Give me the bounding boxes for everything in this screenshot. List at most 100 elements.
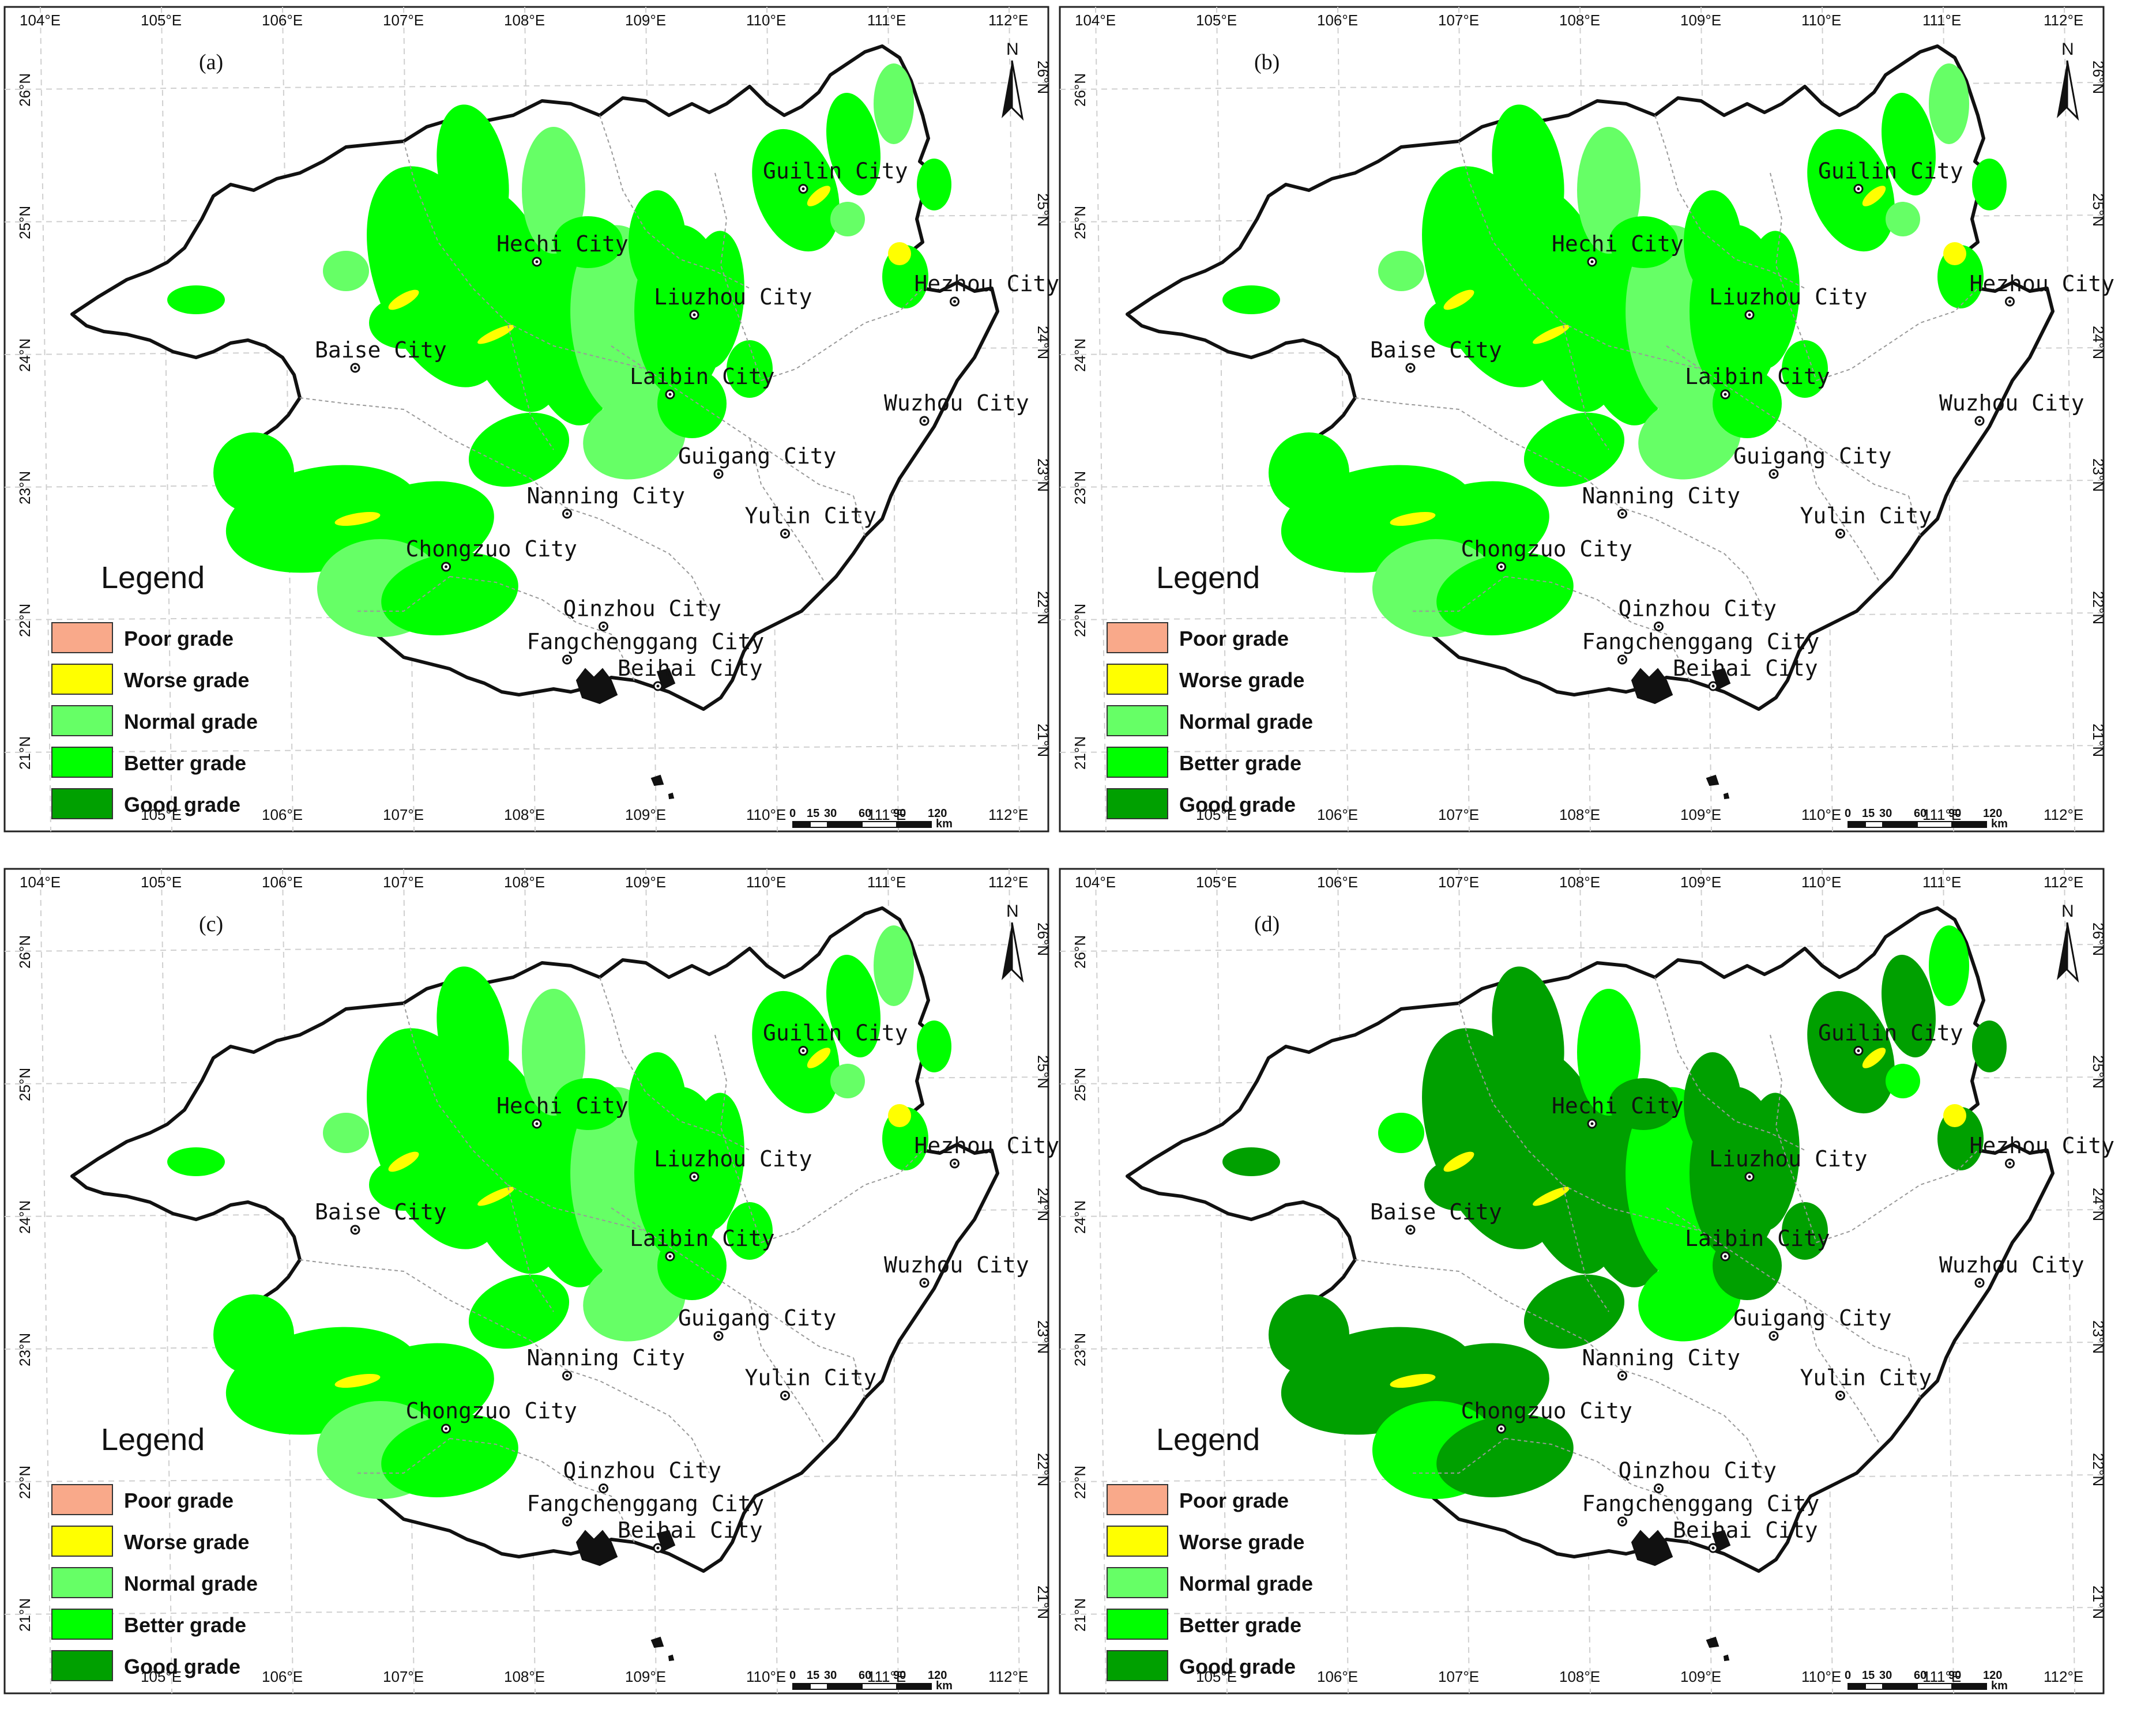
lon-tick-label: 105°E	[1196, 873, 1237, 891]
lat-tick-label: 21°N	[1034, 724, 1052, 757]
lon-tick-label: 106°E	[1317, 806, 1358, 823]
city-border	[761, 1150, 923, 1243]
city-border	[1770, 1034, 1817, 1243]
city-label: Wuzhou City	[1939, 390, 2084, 416]
lat-tick-label: 22°N	[2090, 1453, 2107, 1486]
scale-tick-label: 15	[1862, 807, 1875, 820]
lat-tick-label: 25°N	[1034, 193, 1052, 227]
city-marker-dot	[566, 1520, 569, 1523]
vegetation-patch	[1222, 1147, 1280, 1176]
scale-segment	[1882, 821, 1918, 828]
vegetation-patch-worse	[334, 511, 381, 526]
vegetation-patch	[1741, 231, 1800, 369]
scale-tick-label: 30	[824, 1669, 837, 1682]
lat-tick-label: 21°N	[1071, 1598, 1089, 1632]
vegetation-patch	[1424, 1159, 1493, 1211]
legend-swatch	[51, 622, 113, 653]
city-marker-dot	[1724, 1255, 1727, 1258]
vegetation-patch-worse	[1390, 511, 1436, 526]
scale-segment	[1865, 1683, 1883, 1690]
legend-swatch	[51, 788, 113, 819]
city-border	[1666, 345, 1909, 496]
city-label: Beihai City	[1673, 1517, 1818, 1543]
city-label: Laibin City	[1685, 1226, 1830, 1251]
city-border	[299, 1259, 531, 1341]
city-label: Guigang City	[678, 443, 837, 469]
city-label: Wuzhou City	[884, 1252, 1029, 1278]
vegetation-patch	[213, 1294, 294, 1375]
parallel-line	[1059, 1607, 2104, 1615]
meridian-line	[161, 868, 172, 1694]
city-border	[1562, 322, 1702, 370]
scale-tick-label: 60	[859, 807, 871, 820]
lon-tick-label: 111°E	[867, 1668, 906, 1685]
vegetation-patch-worse	[477, 325, 514, 344]
lon-tick-label: 104°E	[1075, 12, 1116, 29]
city-marker-dot	[535, 260, 539, 263]
scale-tick-label: 60	[1914, 807, 1926, 820]
lon-tick-label: 110°E	[746, 873, 786, 891]
north-arrow-icon: N	[2057, 40, 2079, 121]
scale-segment	[861, 1683, 897, 1690]
city-label: Qinzhou City	[563, 596, 722, 622]
legend-label: Better grade	[124, 751, 246, 775]
vegetation-patch-worse	[888, 242, 911, 265]
parallel-line	[4, 1607, 1049, 1615]
city-marker-dot	[923, 419, 926, 423]
city-border	[714, 1034, 762, 1243]
city-border	[507, 322, 646, 370]
lon-tick-label: 110°E	[746, 1668, 786, 1685]
lat-tick-label: 22°N	[1034, 591, 1052, 624]
vegetation-patch	[1882, 955, 1936, 1057]
city-border	[1354, 397, 1586, 479]
lon-tick-label: 111°E	[1922, 1668, 1961, 1685]
legend-label: Normal grade	[1179, 710, 1313, 733]
scale-tick-label: 0	[789, 807, 796, 820]
lon-tick-label: 104°E	[20, 12, 61, 29]
lon-tick-label: 107°E	[383, 12, 424, 29]
legend-swatch	[1107, 747, 1168, 778]
vegetation-patch-worse	[1943, 1104, 1966, 1127]
scale-tick-label: 0	[1845, 807, 1851, 820]
lon-tick-label: 107°E	[383, 873, 424, 891]
vegetation-patch	[213, 432, 294, 513]
legend-label: Worse grade	[1179, 1530, 1304, 1554]
vegetation-patch	[167, 1147, 225, 1176]
scale-tick-label: 120	[1983, 1669, 2002, 1682]
vegetation-patch	[1424, 297, 1493, 349]
city-label: Hezhou City	[915, 271, 1060, 296]
vegetation-patch-worse	[1943, 242, 1966, 265]
vegetation-patch	[1782, 1202, 1828, 1260]
city-marker-dot	[1500, 1427, 1503, 1430]
lon-tick-label: 110°E	[1801, 806, 1841, 823]
city-marker-dot	[566, 1374, 569, 1377]
meridian-line	[1337, 6, 1349, 832]
scale-tick-label: 60	[859, 1669, 871, 1682]
lon-tick-label: 111°E	[867, 12, 906, 29]
lon-tick-label: 108°E	[1559, 806, 1600, 823]
city-label: Nanning City	[1582, 1345, 1741, 1370]
vegetation-patch	[1713, 1231, 1782, 1300]
city-marker-dot	[1857, 187, 1860, 190]
parallel-line	[4, 745, 1049, 753]
scale-tick-label: 30	[824, 807, 837, 820]
island	[1631, 668, 1673, 705]
vegetation-patch	[686, 231, 744, 369]
lon-tick-label: 106°E	[262, 1668, 303, 1685]
city-border	[761, 288, 923, 381]
vegetation-patch	[1269, 432, 1349, 513]
city-border	[1804, 1300, 1880, 1445]
city-marker-dot	[1621, 658, 1624, 661]
vegetation-patch	[1713, 369, 1782, 438]
city-label: Fangchenggang City	[1582, 1491, 1820, 1516]
scale-segment	[1882, 1683, 1918, 1690]
vegetation-patch	[1782, 340, 1828, 398]
vegetation-patch-worse	[888, 1104, 911, 1127]
lon-tick-label: 112°E	[988, 873, 1028, 891]
map-panel-0: 104°E 105°E 105°E 106°E 106°E 107°E 107°E 108°E…	[3, 6, 1060, 833]
city-label: Fangchenggang City	[1582, 629, 1820, 654]
vegetation-patch	[468, 1274, 570, 1349]
legend-swatch	[51, 1609, 113, 1640]
city-label: Chongzuo City	[1461, 1398, 1632, 1424]
